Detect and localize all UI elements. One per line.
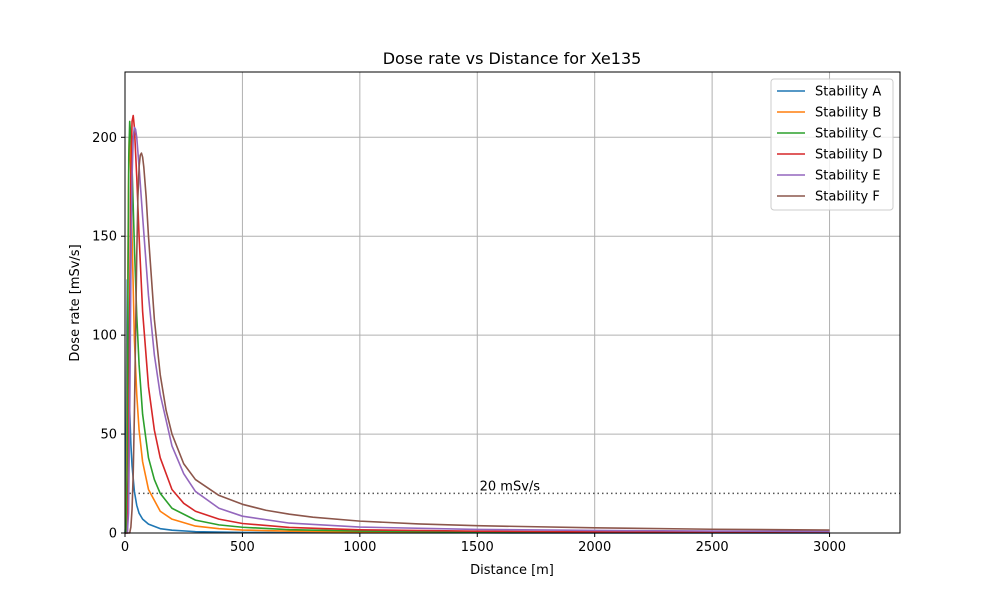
threshold-label: 20 mSv/s	[480, 479, 541, 494]
threshold-layer: 20 mSv/s	[125, 479, 900, 494]
x-axis-label: Distance [m]	[470, 563, 554, 578]
y-axis-ticks: 0 50 100 150 200	[92, 131, 125, 542]
plot-frame	[124, 71, 901, 534]
y-tick-label: 100	[92, 329, 117, 344]
y-tick-label: 50	[100, 428, 117, 443]
y-tick-label: 0	[109, 527, 117, 542]
y-tick-label: 200	[92, 131, 117, 146]
x-tick-label: 500	[230, 540, 255, 555]
legend-label: Stability A	[815, 85, 881, 100]
x-tick-label: 0	[121, 540, 129, 555]
series-line-4	[125, 114, 830, 534]
x-tick-label: 2500	[696, 540, 729, 555]
x-tick-label: 2000	[578, 540, 611, 555]
x-axis-ticks: 0 500 1000 1500 2000 2500 3000	[121, 533, 846, 555]
x-tick-label: 1500	[461, 540, 494, 555]
series-line-5	[125, 126, 830, 534]
y-tick-label: 150	[92, 230, 117, 245]
series-lines	[124, 114, 830, 534]
chart-title: Dose rate vs Distance for Xe135	[383, 49, 642, 68]
legend: Stability A Stability B Stability C Stabili…	[770, 78, 894, 211]
series-line-3	[125, 120, 830, 534]
legend-items: Stability A Stability B Stability C Stabili…	[777, 85, 882, 205]
legend-label: Stability F	[815, 190, 880, 205]
legend-label: Stability C	[815, 127, 881, 142]
legend-label: Stability D	[815, 148, 882, 163]
x-tick-label: 3000	[813, 540, 846, 555]
x-tick-label: 1000	[343, 540, 376, 555]
series-line-6	[125, 152, 830, 534]
legend-label: Stability E	[815, 169, 881, 184]
legend-label: Stability B	[815, 106, 881, 121]
y-axis-label: Dose rate [mSv/s]	[68, 244, 83, 361]
